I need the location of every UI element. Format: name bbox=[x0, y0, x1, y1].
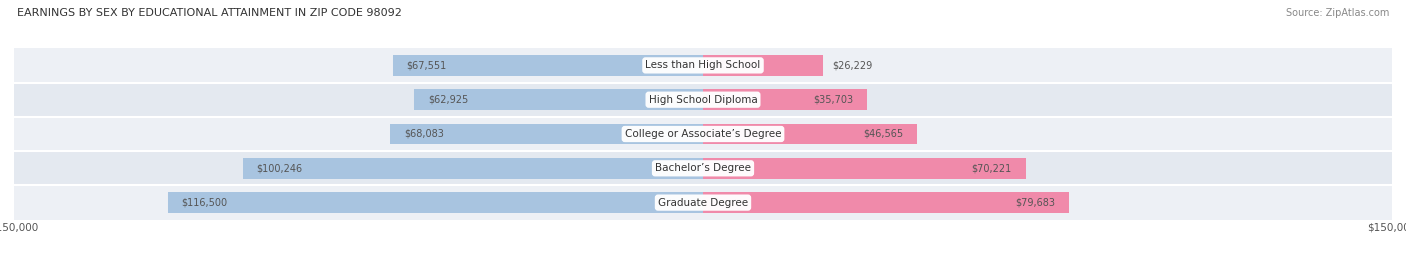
Text: High School Diploma: High School Diploma bbox=[648, 95, 758, 105]
Text: Graduate Degree: Graduate Degree bbox=[658, 198, 748, 208]
Bar bbox=[14, 83, 1392, 117]
Text: $35,703: $35,703 bbox=[813, 95, 853, 105]
Bar bbox=[703, 192, 1069, 213]
Bar bbox=[14, 48, 1392, 83]
Bar bbox=[391, 124, 703, 144]
Text: Bachelor’s Degree: Bachelor’s Degree bbox=[655, 163, 751, 173]
Bar bbox=[703, 124, 917, 144]
Bar bbox=[703, 90, 868, 110]
Bar bbox=[703, 55, 824, 76]
Bar bbox=[167, 192, 703, 213]
Text: $70,221: $70,221 bbox=[972, 163, 1012, 173]
Text: $100,246: $100,246 bbox=[256, 163, 302, 173]
Text: Less than High School: Less than High School bbox=[645, 60, 761, 70]
Text: $26,229: $26,229 bbox=[832, 60, 873, 70]
Bar bbox=[243, 158, 703, 178]
Bar bbox=[392, 55, 703, 76]
Bar bbox=[14, 117, 1392, 151]
Bar bbox=[14, 185, 1392, 220]
Text: $62,925: $62,925 bbox=[427, 95, 468, 105]
Bar bbox=[703, 158, 1025, 178]
Text: EARNINGS BY SEX BY EDUCATIONAL ATTAINMENT IN ZIP CODE 98092: EARNINGS BY SEX BY EDUCATIONAL ATTAINMEN… bbox=[17, 8, 402, 18]
Text: $67,551: $67,551 bbox=[406, 60, 447, 70]
Text: Source: ZipAtlas.com: Source: ZipAtlas.com bbox=[1285, 8, 1389, 18]
Text: $116,500: $116,500 bbox=[181, 198, 228, 208]
Bar bbox=[14, 151, 1392, 185]
Bar bbox=[413, 90, 703, 110]
Text: $79,683: $79,683 bbox=[1015, 198, 1054, 208]
Text: College or Associate’s Degree: College or Associate’s Degree bbox=[624, 129, 782, 139]
Text: $68,083: $68,083 bbox=[404, 129, 444, 139]
Text: $46,565: $46,565 bbox=[863, 129, 903, 139]
